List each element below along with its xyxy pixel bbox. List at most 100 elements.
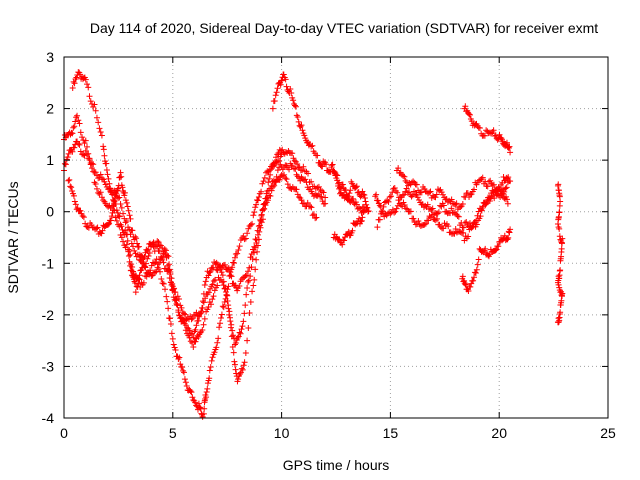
data-point	[236, 370, 243, 377]
data-point	[225, 302, 232, 309]
data-point	[97, 189, 104, 196]
data-point	[421, 221, 428, 228]
data-point	[254, 197, 261, 204]
data-point	[226, 268, 233, 275]
data-point	[183, 382, 190, 389]
data-point	[207, 268, 214, 275]
data-point	[174, 293, 181, 300]
data-point	[479, 174, 486, 181]
data-point	[205, 289, 212, 296]
data-point	[332, 172, 339, 179]
data-point	[484, 183, 491, 190]
data-point	[401, 202, 408, 209]
data-point	[236, 329, 243, 336]
data-point	[248, 264, 255, 271]
data-point	[428, 206, 435, 213]
data-point	[199, 304, 206, 311]
data-point	[91, 101, 98, 108]
data-point	[155, 239, 162, 246]
data-point	[482, 245, 489, 252]
data-point	[164, 268, 171, 275]
data-point	[216, 263, 223, 270]
data-point	[402, 205, 409, 212]
data-point	[330, 167, 337, 174]
data-point	[262, 195, 269, 202]
data-point	[359, 188, 366, 195]
data-point	[468, 224, 475, 231]
data-point	[180, 318, 187, 325]
data-point	[77, 207, 84, 214]
data-point	[261, 200, 268, 207]
data-point	[245, 277, 252, 284]
data-point	[322, 194, 329, 201]
data-point	[160, 259, 167, 266]
data-point	[249, 220, 256, 227]
data-point	[459, 201, 466, 208]
data-point	[132, 233, 139, 240]
data-point	[107, 217, 114, 224]
data-point	[257, 217, 264, 224]
data-point	[239, 323, 246, 330]
data-point	[284, 181, 291, 188]
data-point	[400, 199, 407, 206]
y-tick-label: 0	[46, 204, 54, 220]
data-point	[247, 273, 254, 280]
data-point	[109, 209, 116, 216]
data-point	[96, 125, 103, 132]
data-point	[220, 304, 227, 311]
data-point	[335, 183, 342, 190]
data-point	[504, 179, 511, 186]
data-point	[244, 337, 251, 344]
data-point	[471, 274, 478, 281]
data-point	[251, 243, 258, 250]
data-point	[558, 240, 565, 247]
data-point	[407, 208, 414, 215]
data-point	[134, 283, 141, 290]
data-point	[501, 232, 508, 239]
data-point	[222, 289, 229, 296]
data-point	[93, 114, 100, 121]
data-point	[167, 321, 174, 328]
data-point	[200, 321, 207, 328]
data-point	[182, 311, 189, 318]
data-point	[114, 209, 121, 216]
data-point	[245, 278, 252, 285]
data-point	[245, 268, 252, 275]
data-point	[278, 77, 285, 84]
data-point	[192, 326, 199, 333]
data-point	[159, 256, 166, 263]
data-point	[92, 169, 99, 176]
y-tick-label: 3	[46, 49, 54, 65]
data-point	[215, 335, 222, 342]
data-point	[140, 279, 147, 286]
data-point	[180, 367, 187, 374]
data-point	[305, 170, 312, 177]
data-point	[259, 180, 266, 187]
data-point	[117, 169, 124, 176]
data-point	[401, 173, 408, 180]
data-point	[127, 262, 134, 269]
data-point	[476, 124, 483, 131]
data-point	[241, 236, 248, 243]
data-point	[181, 320, 188, 327]
data-point	[72, 201, 79, 208]
data-point	[68, 184, 75, 191]
data-point	[475, 256, 482, 263]
data-point	[108, 213, 115, 220]
data-point	[161, 246, 168, 253]
y-tick-label: -1	[42, 255, 55, 271]
data-point	[245, 324, 252, 331]
data-point	[228, 333, 235, 340]
data-point	[295, 118, 302, 125]
data-point	[123, 241, 130, 248]
data-point	[129, 227, 136, 234]
data-point	[283, 176, 290, 183]
data-point	[462, 282, 469, 289]
data-point	[556, 202, 563, 209]
data-point	[86, 156, 93, 163]
data-point	[234, 250, 241, 257]
data-point	[221, 298, 228, 305]
data-point	[167, 315, 174, 322]
data-point	[254, 227, 261, 234]
data-point	[174, 301, 181, 308]
